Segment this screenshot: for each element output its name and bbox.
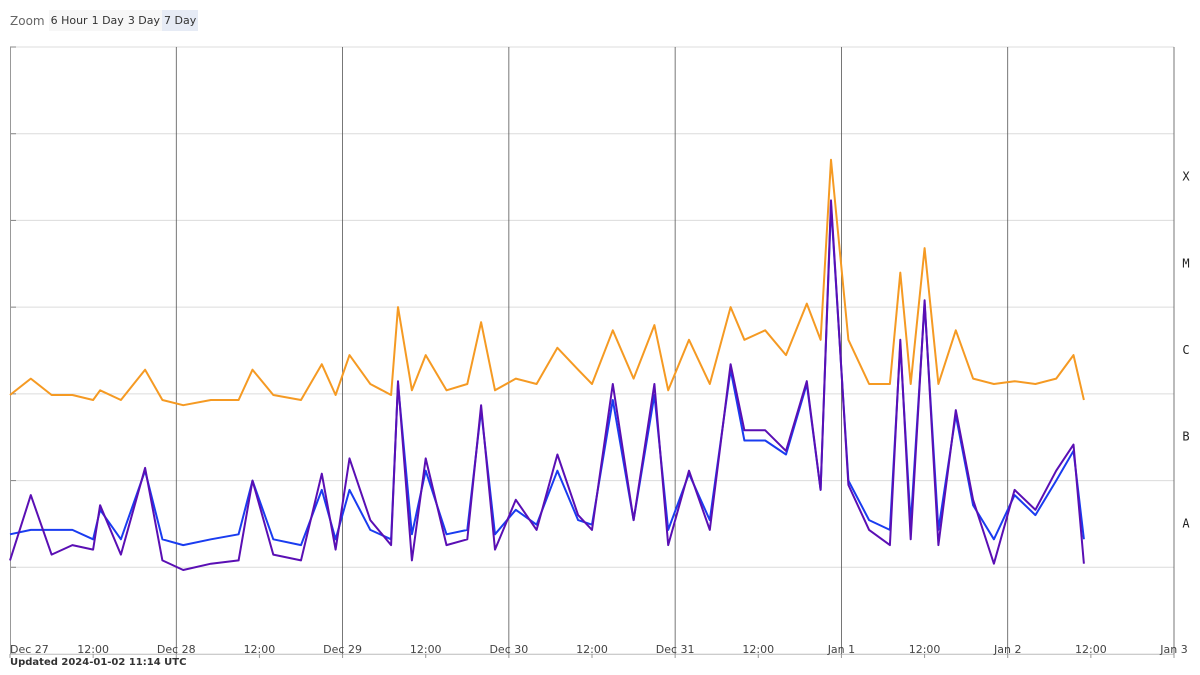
x-tick-label: Dec 29: [323, 643, 362, 656]
x-tick-label: 12:00: [410, 643, 442, 656]
series-line: [9, 199, 1085, 571]
y2-tick-label: C: [1182, 343, 1189, 357]
zoom-bar: Zoom 6 Hour 1 Day 3 Day 7 Day: [10, 8, 199, 33]
zoom-button[interactable]: 1 Day: [89, 10, 126, 31]
x-tick-label: Dec 27: [10, 643, 49, 656]
x-tick-label: 12:00: [77, 643, 109, 656]
x-tick-label: Dec 30: [489, 643, 528, 656]
zoom-button[interactable]: 7 Day: [162, 10, 199, 31]
x-tick-label: 12:00: [742, 643, 774, 656]
zoom-button[interactable]: 3 Day: [125, 10, 163, 31]
series-line: [9, 158, 1085, 407]
x-tick-label: Jan 2: [993, 643, 1021, 656]
y2-tick-label: A: [1182, 516, 1190, 530]
updated-note: Updated 2024-01-02 11:14 UTC: [10, 657, 187, 668]
x-tick-label: 12:00: [1075, 643, 1107, 656]
y2-tick-label: M: [1182, 256, 1189, 270]
zoom-label: Zoom: [10, 13, 45, 28]
x-tick-label: Jan 3: [1159, 643, 1187, 656]
y2-tick-label: B: [1182, 430, 1189, 444]
x-tick-label: 12:00: [244, 643, 276, 656]
y2-tick-label: X: [1182, 170, 1190, 184]
x-tick-label: 12:00: [909, 643, 941, 656]
x-tick-label: 12:00: [576, 643, 608, 656]
x-tick-label: Jan 1: [827, 643, 855, 656]
zoom-button[interactable]: 6 Hour: [48, 10, 90, 31]
x-tick-label: Dec 28: [157, 643, 196, 656]
x-tick-label: Dec 31: [656, 643, 695, 656]
